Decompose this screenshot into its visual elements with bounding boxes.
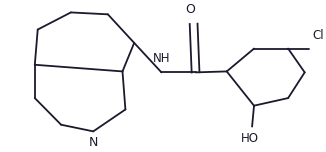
Text: HO: HO xyxy=(241,132,259,145)
Text: O: O xyxy=(185,3,195,16)
Text: NH: NH xyxy=(153,52,170,65)
Text: Cl: Cl xyxy=(313,29,324,42)
Text: N: N xyxy=(89,136,98,149)
